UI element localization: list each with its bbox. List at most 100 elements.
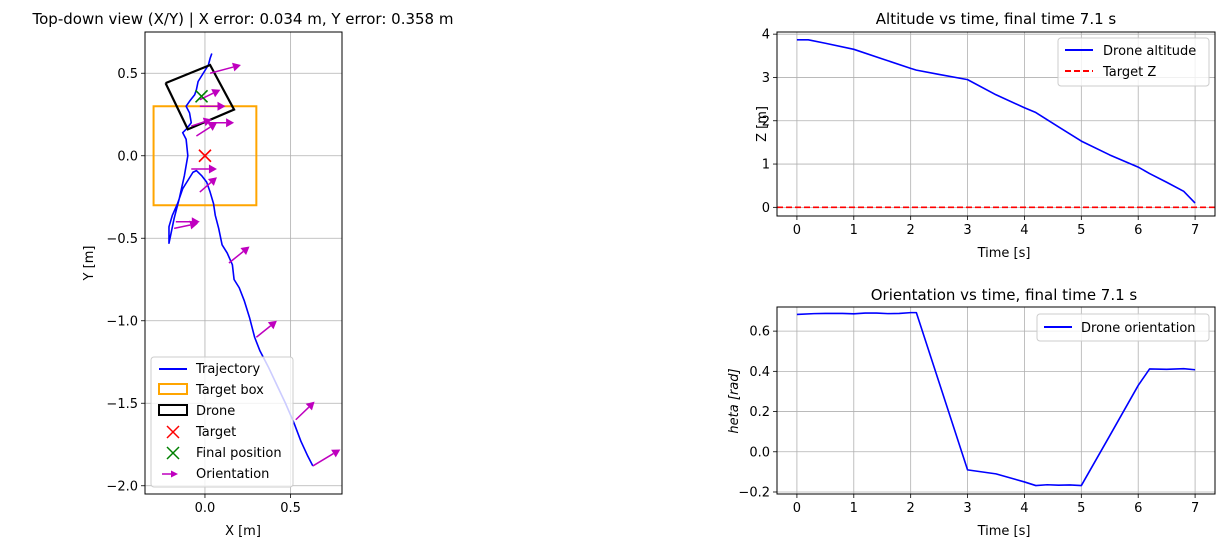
orientation-arrow-shaft (195, 126, 211, 137)
orientation-arrow-shaft (228, 250, 244, 264)
target-marker-stroke (198, 149, 212, 163)
orientation-arrow (208, 118, 235, 128)
drone-outline (164, 63, 236, 131)
topdown-ytick-label: 0.5 (117, 67, 138, 82)
topdown-plot-area (152, 53, 341, 467)
orientation-arrow-head (305, 401, 315, 411)
orientation-arrow-head (189, 220, 199, 230)
orientation-xtick-label: 2 (907, 501, 915, 516)
altitude-ytick-label: 0 (762, 201, 770, 216)
orientation-xtick-label: 6 (1134, 501, 1142, 516)
topdown-ylabel: Y [m] (82, 246, 97, 282)
orientation-xtick-label: 0 (793, 501, 801, 516)
orientation-arrow (191, 117, 212, 127)
topdown-ytick-label: −0.5 (106, 232, 138, 247)
trajectory-line (168, 53, 314, 467)
orientation-xtick-label: 5 (1077, 501, 1085, 516)
topdown-xtick-label: 0.5 (280, 501, 301, 516)
orientation-xtick-label: 7 (1191, 501, 1199, 516)
orientation-ytick-label: −0.2 (738, 485, 770, 500)
orientation-arrow (209, 62, 241, 74)
orientation-arrow-shaft (295, 406, 310, 421)
orientation-arrow-head (240, 246, 250, 256)
topdown-ytick-label: −1.0 (106, 314, 138, 329)
drone-orientation-line (796, 311, 1196, 487)
legend-drone-orientation-label: Drone orientation (1081, 321, 1196, 336)
orientation-arrow-head (202, 117, 212, 127)
altitude-frame (776, 31, 1216, 217)
orientation-arrow-head (331, 449, 341, 458)
orientation-arrow-head (207, 177, 217, 186)
orientation-arrow (173, 220, 199, 230)
orientation-arrow (312, 449, 341, 467)
legend-target-label: Target (195, 425, 236, 440)
legend-drone-swatch (158, 404, 188, 416)
final-position-marker-stroke (194, 89, 209, 103)
altitude-title: Altitude vs time, final time 7.1 s (876, 10, 1117, 28)
orientation-arrow-head (226, 118, 235, 128)
orientation-arrow (191, 164, 217, 174)
orientation-arrow-shaft (312, 452, 334, 467)
orientation-ticks: 0 1 2 3 4 5 6 7 −0.2 0.0 0.2 0.4 0.6 (738, 325, 1199, 516)
orientation-arrow-shaft (173, 224, 191, 230)
orientation-arrow (228, 246, 250, 264)
topdown-xtick-label: 0.0 (195, 501, 216, 516)
legend-target-box-label: Target box (195, 383, 264, 398)
target-marker (198, 149, 212, 163)
orientation-title: Orientation vs time, final time 7.1 s (871, 286, 1138, 304)
orientation-ytick-label: 0.4 (749, 365, 770, 380)
orientation-arrow-shaft (199, 181, 212, 193)
legend-drone-label: Drone (196, 404, 235, 419)
legend-target-box-swatch (158, 383, 188, 395)
altitude-xtick-label: 5 (1077, 223, 1085, 238)
orientation-arrow-head (211, 89, 221, 98)
altitude-xtick-label: 0 (793, 223, 801, 238)
legend-drone-altitude-label: Drone altitude (1103, 44, 1196, 59)
legend-target-marker (166, 425, 180, 439)
altitude-xtick-label: 6 (1134, 223, 1142, 238)
altitude-axes: Altitude vs time, final time 7.1 s 0 1 2 3 4… (755, 10, 1216, 261)
orientation-frame (776, 306, 1216, 495)
altitude-plot-area (777, 38, 1215, 209)
orientation-xtick-label: 1 (850, 501, 858, 516)
orientation-plot-area (796, 311, 1196, 487)
legend-final-position-marker (166, 446, 180, 460)
orientation-axes: Orientation vs time, final time 7.1 s 0 1… (727, 286, 1216, 539)
legend-final-position-label: Final position (196, 446, 282, 461)
orientation-legend: Drone orientation (1036, 313, 1210, 342)
altitude-ytick-label: 1 (762, 158, 770, 173)
drone-altitude-line (796, 38, 1196, 204)
orientation-arrow (199, 177, 217, 193)
orientation-arrow (199, 89, 221, 101)
topdown-ytick-label: −2.0 (106, 479, 138, 494)
topdown-frame (144, 31, 343, 495)
altitude-xtick-label: 4 (1020, 223, 1028, 238)
altitude-xtick-label: 1 (850, 223, 858, 238)
orientation-arrow-head (207, 122, 217, 131)
orientation-arrow (199, 101, 226, 111)
altitude-ytick-label: 2 (762, 114, 770, 129)
altitude-ylabel: Z [m] (755, 106, 770, 142)
altitude-legend: Drone altitude Target Z (1057, 37, 1210, 87)
orientation-arrow-shaft (191, 121, 205, 127)
topdown-axes: Top-down view (X/Y) | X error: 0.034 m, … (32, 10, 454, 539)
legend-trajectory-label: Trajectory (195, 362, 260, 377)
orientation-arrow (295, 401, 315, 421)
altitude-legend-box (1057, 37, 1210, 87)
topdown-ticks: 0.0 0.5 −2.0 −1.5 −1.0 −0.5 0.0 0.5 (106, 67, 301, 516)
orientation-ytick-label: 0.0 (749, 445, 770, 460)
legend-orientation-label: Orientation (196, 467, 269, 482)
topdown-ytick-label: −1.5 (106, 397, 138, 412)
altitude-ytick-label: 4 (762, 28, 770, 43)
orientation-arrow-shaft (199, 92, 214, 101)
legend-target-z-label: Target Z (1102, 65, 1156, 80)
topdown-ytick-label: 0.0 (117, 149, 138, 164)
orientation-arrow (195, 122, 217, 137)
altitude-xtick-label: 3 (963, 223, 971, 238)
orientation-ylabel: heta [rad] (727, 368, 742, 433)
orientation-ylabel-symbol: heta [rad] (727, 368, 742, 433)
orientation-ytick-label: 0.6 (749, 325, 770, 340)
topdown-xlabel: X [m] (225, 524, 261, 539)
orientation-xtick-label: 3 (963, 501, 971, 516)
altitude-xtick-label: 7 (1191, 223, 1199, 238)
